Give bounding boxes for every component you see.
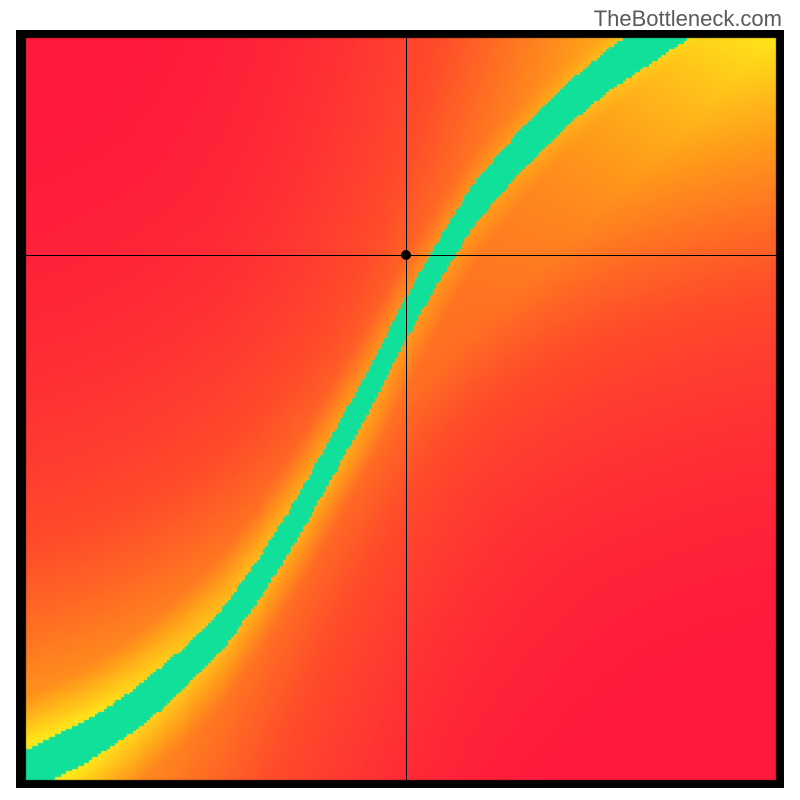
container: TheBottleneck.com [0,0,800,800]
watermark-text: TheBottleneck.com [594,6,782,32]
chart-frame [16,30,784,788]
crosshair-vertical [406,38,407,780]
heatmap-canvas [16,30,784,788]
data-marker [401,250,411,260]
